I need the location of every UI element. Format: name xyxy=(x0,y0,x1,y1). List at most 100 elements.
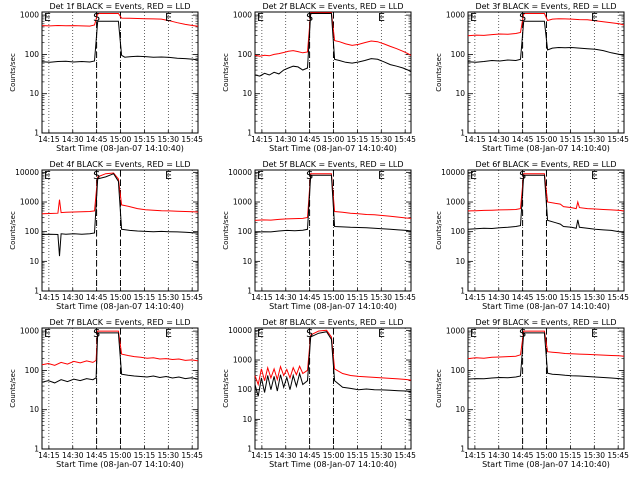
y-tick-label: 1 xyxy=(34,287,39,296)
x-tick-label: 15:30 xyxy=(157,451,179,460)
x-tick-label: 14:45 xyxy=(86,135,108,144)
x-tick-label: 14:30 xyxy=(62,135,84,144)
y-tick-label: 10000 xyxy=(15,168,39,177)
marker-label-e: E xyxy=(591,327,598,340)
marker-label-s: S xyxy=(519,169,526,182)
series-line-lld xyxy=(467,330,625,360)
y-tick-label: 100 xyxy=(25,50,40,59)
series-line-events xyxy=(41,173,199,257)
y-tick-label: 100 xyxy=(238,227,253,236)
marker-label-start_left: E xyxy=(44,327,51,340)
x-axis-label: Start Time (08-Jan-07 14:10:40) xyxy=(269,302,397,311)
y-tick-label: 1 xyxy=(247,129,252,138)
x-tick-label: 15:45 xyxy=(607,135,629,144)
marker-label-e: E xyxy=(378,169,385,182)
x-tick-label: 15:00 xyxy=(110,451,132,460)
y-tick-label: 100 xyxy=(25,227,40,236)
x-tick-label: 15:45 xyxy=(394,451,416,460)
x-tick-label: 14:30 xyxy=(488,293,510,302)
y-tick-label: 10 xyxy=(242,89,252,98)
x-tick-label: 14:30 xyxy=(275,451,297,460)
chart-title: Det 7f BLACK = Events, RED = LLD xyxy=(49,318,190,327)
y-axis-label: Counts/sec xyxy=(435,53,443,92)
x-tick-label: 15:45 xyxy=(181,293,203,302)
chart-title: Det 1f BLACK = Events, RED = LLD xyxy=(49,2,190,11)
marker-label-e: E xyxy=(165,327,172,340)
y-tick-label: 10000 xyxy=(228,168,252,177)
x-tick-label: 15:15 xyxy=(134,451,156,460)
y-tick-label: 1000 xyxy=(233,11,252,20)
x-tick-label: 14:45 xyxy=(299,451,321,460)
x-tick-label: 14:30 xyxy=(62,451,84,460)
x-tick-label: 14:45 xyxy=(512,135,534,144)
chart-title: Det 5f BLACK = Events, RED = LLD xyxy=(262,160,403,169)
chart-title: Det 4f BLACK = Events, RED = LLD xyxy=(49,160,190,169)
y-axis-label: Counts/sec xyxy=(9,369,17,408)
y-tick-label: 1 xyxy=(460,129,465,138)
x-tick-label: 14:45 xyxy=(512,293,534,302)
x-tick-label: 15:15 xyxy=(134,293,156,302)
chart-title: Det 3f BLACK = Events, RED = LLD xyxy=(475,2,616,11)
y-axis-label: Counts/sec xyxy=(222,53,230,92)
series-line-lld xyxy=(467,13,625,37)
x-tick-label: 14:15 xyxy=(251,293,273,302)
x-tick-label: 15:00 xyxy=(536,293,558,302)
chart-title: Det 2f BLACK = Events, RED = LLD xyxy=(262,2,403,11)
x-tick-label: 15:30 xyxy=(157,135,179,144)
y-tick-label: 1000 xyxy=(20,198,39,207)
x-axis-label: Start Time (08-Jan-07 14:10:40) xyxy=(56,302,184,311)
series-line-events xyxy=(254,174,412,233)
y-tick-label: 10 xyxy=(29,257,39,266)
y-tick-label: 10000 xyxy=(228,326,252,335)
x-tick-label: 15:45 xyxy=(607,451,629,460)
y-tick-label: 10 xyxy=(455,257,465,266)
series-line-lld xyxy=(41,330,199,366)
x-tick-label: 15:45 xyxy=(607,293,629,302)
x-tick-label: 15:00 xyxy=(323,135,345,144)
y-tick-label: 1 xyxy=(247,445,252,454)
y-tick-label: 1000 xyxy=(20,327,39,336)
x-tick-label: 15:45 xyxy=(181,451,203,460)
y-tick-label: 10 xyxy=(455,89,465,98)
x-tick-label: 15:30 xyxy=(583,135,605,144)
series-line-events xyxy=(254,13,412,77)
y-axis-label: Counts/sec xyxy=(9,53,17,92)
x-axis-label: Start Time (08-Jan-07 14:10:40) xyxy=(269,144,397,153)
x-axis-label: Start Time (08-Jan-07 14:10:40) xyxy=(56,144,184,153)
x-tick-label: 15:00 xyxy=(536,451,558,460)
x-axis-label: Start Time (08-Jan-07 14:10:40) xyxy=(482,302,610,311)
y-tick-label: 100 xyxy=(25,366,40,375)
marker-label-e: E xyxy=(378,11,385,24)
marker-label-start_left: E xyxy=(257,169,264,182)
marker-label-s: S xyxy=(519,327,526,340)
marker-label-e: E xyxy=(591,11,598,24)
x-tick-label: 15:45 xyxy=(394,135,416,144)
series-line-lld xyxy=(254,12,412,57)
x-tick-label: 15:15 xyxy=(347,451,369,460)
y-axis-label: Counts/sec xyxy=(435,369,443,408)
y-tick-label: 1000 xyxy=(446,198,465,207)
x-tick-label: 15:15 xyxy=(347,135,369,144)
x-tick-label: 14:45 xyxy=(86,293,108,302)
y-tick-label: 1000 xyxy=(233,356,252,365)
marker-label-s: S xyxy=(306,169,313,182)
series-line-events xyxy=(41,20,199,63)
y-tick-label: 100 xyxy=(451,227,466,236)
x-axis-label: Start Time (08-Jan-07 14:10:40) xyxy=(482,460,610,469)
x-tick-label: 15:15 xyxy=(560,451,582,460)
marker-label-e: E xyxy=(378,327,385,340)
x-tick-label: 15:00 xyxy=(110,293,132,302)
x-tick-label: 15:15 xyxy=(347,293,369,302)
y-tick-label: 100 xyxy=(451,366,466,375)
y-axis-label: Counts/sec xyxy=(435,211,443,250)
x-tick-label: 14:30 xyxy=(275,135,297,144)
marker-label-start_left: E xyxy=(470,327,477,340)
chart-title: Det 9f BLACK = Events, RED = LLD xyxy=(475,318,616,327)
series-line-events xyxy=(41,332,199,384)
